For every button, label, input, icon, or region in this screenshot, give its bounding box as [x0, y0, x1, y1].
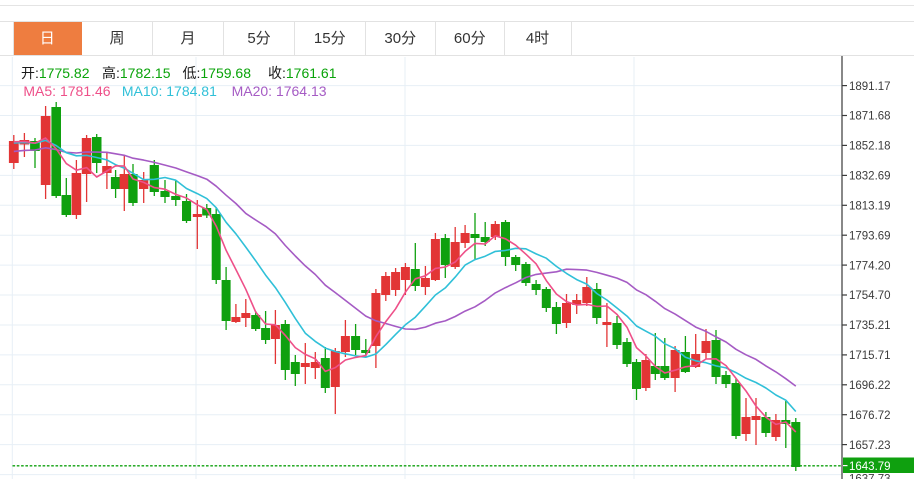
svg-text:1852.18: 1852.18 [849, 141, 891, 153]
svg-text:1891.17: 1891.17 [849, 81, 891, 93]
svg-text:1832.69: 1832.69 [849, 171, 891, 183]
svg-text:1793.69: 1793.69 [849, 230, 891, 242]
svg-text:1657.23: 1657.23 [849, 440, 891, 452]
svg-text:1813.19: 1813.19 [849, 201, 891, 213]
svg-text:1715.71: 1715.71 [849, 350, 891, 362]
svg-text:1637.73: 1637.73 [849, 473, 891, 479]
svg-text:1871.68: 1871.68 [849, 111, 891, 123]
svg-text:1774.20: 1774.20 [849, 260, 891, 272]
svg-text:1643.79: 1643.79 [849, 461, 891, 473]
svg-text:1735.21: 1735.21 [849, 320, 891, 332]
svg-text:1676.72: 1676.72 [849, 410, 891, 422]
svg-text:1696.22: 1696.22 [849, 380, 891, 392]
svg-text:1754.70: 1754.70 [849, 290, 891, 302]
